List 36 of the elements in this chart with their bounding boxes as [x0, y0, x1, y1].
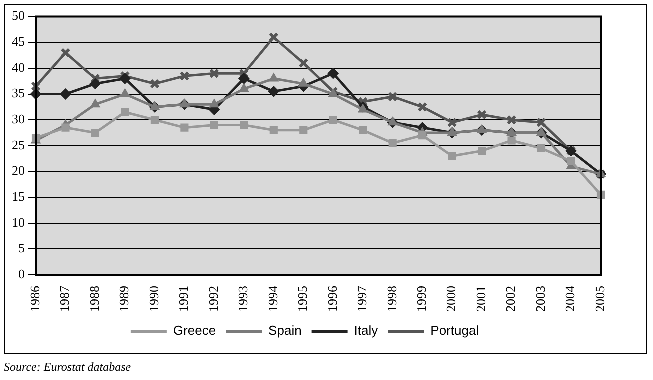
x-tick-label: 1988 [86, 286, 102, 312]
y-tick-label: 50 [12, 8, 25, 24]
x-tick-label: 1997 [354, 286, 370, 312]
y-tick-label: 0 [18, 266, 25, 282]
y-tick-label: 35 [12, 86, 25, 101]
legend-label: Portugal [430, 323, 480, 338]
x-tick-label: 1991 [176, 286, 192, 312]
y-tick-label: 10 [12, 214, 25, 230]
x-tick-label: 1999 [414, 286, 429, 312]
x-tick-label: 2001 [473, 286, 488, 312]
x-tick-label: 1990 [146, 286, 162, 312]
x-tick-label: 2005 [592, 286, 608, 312]
x-tick-label: 1987 [57, 286, 72, 312]
x-tick-label: 2003 [532, 286, 548, 312]
x-tick-label: 1992 [206, 286, 221, 312]
x-tick-label: 1989 [116, 286, 132, 312]
source-note: Source: Eurostat database [4, 360, 132, 375]
x-tick-label: 2002 [503, 286, 518, 312]
x-tick-label: 1998 [384, 286, 400, 312]
y-tick-label: 15 [12, 188, 25, 204]
x-tick-label: 1994 [265, 286, 280, 312]
y-tick-label: 30 [12, 112, 25, 126]
x-tick-label: 1996 [324, 286, 340, 312]
y-tick-label: 20 [12, 163, 25, 178]
legend-label: Italy [354, 323, 379, 338]
x-tick-label: 1986 [27, 286, 42, 312]
y-tick-label: 5 [18, 240, 25, 256]
y-tick-label: 45 [12, 34, 25, 50]
legend-label: Spain [268, 323, 302, 338]
y-tick-label: 25 [12, 137, 25, 152]
y-tick-label: 40 [12, 60, 25, 75]
x-tick-label: 1993 [236, 286, 251, 312]
legend-label: Greece [173, 323, 216, 338]
x-tick-label: 1995 [295, 286, 310, 312]
x-tick-label: 2004 [562, 286, 578, 312]
x-tick-label: 2000 [444, 286, 459, 312]
